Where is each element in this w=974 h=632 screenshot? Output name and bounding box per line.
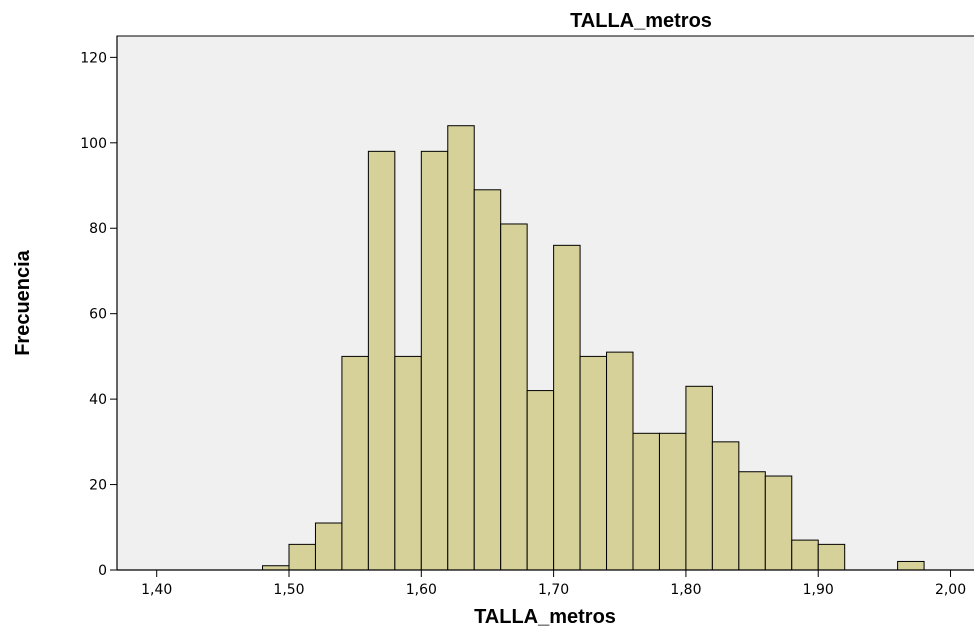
- y-axis-label: Frecuencia: [12, 249, 34, 355]
- histogram-bar: [473, 189, 502, 571]
- y-tick-label: 40: [89, 392, 107, 408]
- y-tick-label: 100: [80, 136, 107, 152]
- x-tick-label: 1,90: [803, 582, 834, 598]
- histogram-bar: [791, 539, 819, 571]
- histogram-bar: [632, 432, 660, 571]
- x-tick-label: 1,50: [273, 582, 304, 598]
- histogram-bar: [897, 560, 925, 571]
- histogram-bar: [288, 543, 316, 571]
- y-tick-label: 80: [89, 221, 107, 237]
- histogram-bar: [606, 351, 634, 571]
- histogram-bar: [553, 244, 581, 571]
- histogram-bar: [262, 565, 290, 571]
- histogram-bar: [738, 471, 766, 571]
- x-tick-label: 1,40: [141, 582, 172, 598]
- x-tick-label: 2,00: [935, 582, 966, 598]
- histogram-bar: [526, 390, 555, 571]
- histogram-bar: [500, 223, 528, 571]
- x-tick-label: 1,80: [670, 582, 701, 598]
- x-tick-label: 1,70: [538, 582, 569, 598]
- y-axis-ticks: 0 20 40 60 80 100 120: [80, 50, 117, 579]
- histogram-bar: [314, 522, 343, 571]
- histogram-bar: [579, 355, 608, 571]
- histogram-bar: [447, 125, 475, 571]
- histogram-bar: [341, 355, 369, 571]
- histogram-bar: [764, 475, 793, 571]
- x-axis-label: TALLA_metros: [474, 606, 616, 628]
- y-tick-label: 120: [80, 50, 107, 66]
- histogram-bar: [658, 432, 687, 571]
- y-tick-label: 0: [98, 563, 107, 579]
- chart-title: TALLA_metros: [570, 10, 712, 32]
- y-tick-label: 60: [89, 307, 107, 323]
- x-axis-ticks: 1,40 1,50 1,60 1,70 1,80 1,90 2,00: [141, 570, 966, 598]
- histogram-bar: [394, 355, 422, 571]
- histogram-bar: [420, 150, 449, 571]
- y-tick-label: 20: [89, 478, 107, 494]
- x-tick-label: 1,60: [406, 582, 437, 598]
- histogram-bar: [685, 385, 713, 571]
- histogram-bar: [817, 543, 846, 571]
- histogram-bar: [367, 150, 396, 571]
- histogram-bar: [711, 441, 740, 571]
